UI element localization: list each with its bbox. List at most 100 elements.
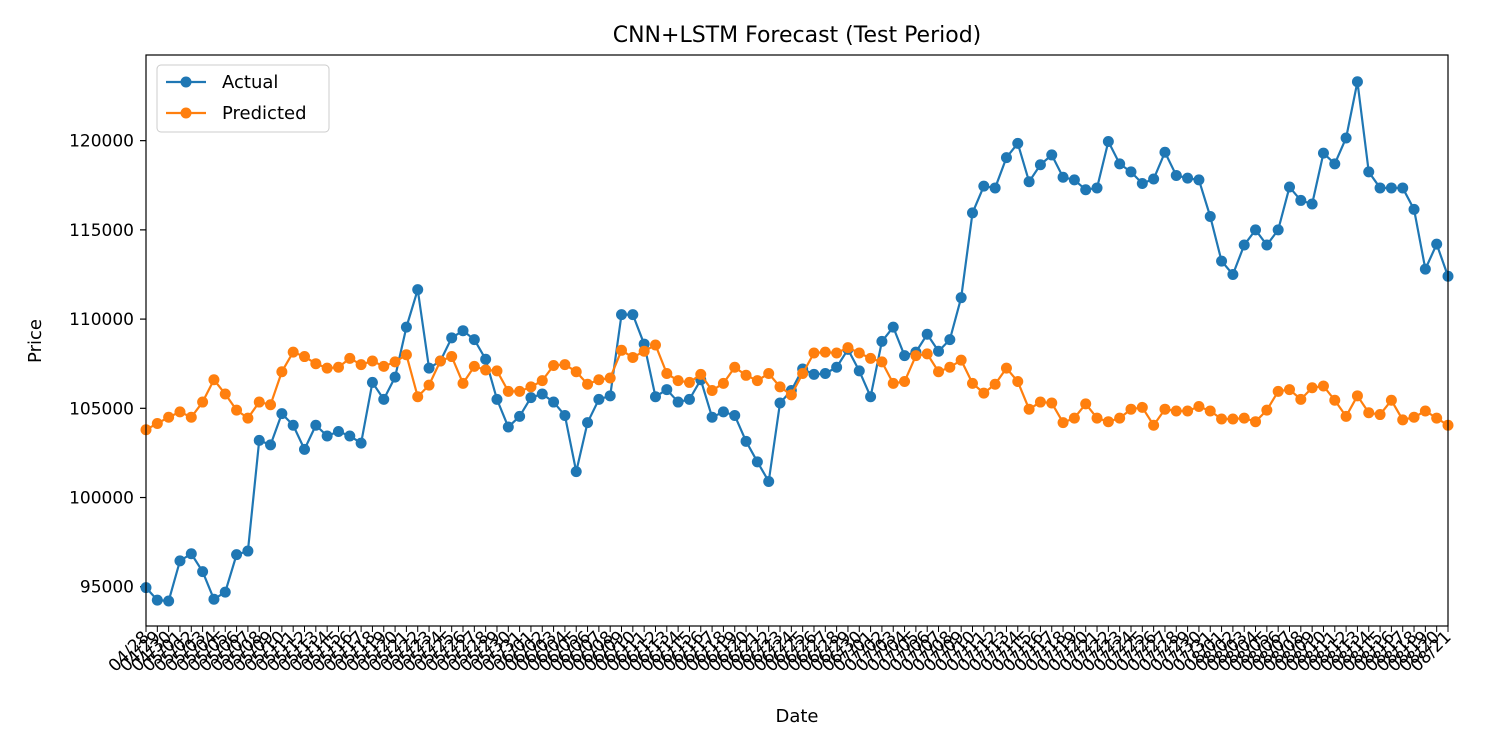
point-actual [1284,181,1295,193]
point-actual [1351,76,1363,88]
point-actual [514,410,526,422]
point-actual [978,180,990,192]
point-predicted [1419,405,1431,417]
point-actual [966,207,978,219]
point-actual [1170,169,1182,181]
point-actual [332,426,344,437]
point-predicted [1114,412,1126,424]
point-predicted [865,352,877,364]
point-actual [548,396,560,408]
point-actual [1102,136,1114,148]
point-predicted [434,355,446,367]
point-actual [1250,224,1262,236]
point-actual [706,411,718,423]
point-predicted [1272,385,1284,397]
legend: Actual Predicted [156,64,330,133]
point-predicted [989,378,1001,390]
point-predicted [242,412,254,424]
point-actual [876,335,888,347]
point-predicted [808,347,820,359]
point-predicted [548,359,560,371]
point-actual [1159,146,1171,158]
point-predicted [1102,416,1114,428]
point-actual [265,439,277,451]
point-actual [253,434,265,446]
point-actual [1374,182,1386,194]
point-predicted [423,379,435,391]
point-predicted [389,356,401,368]
point-predicted [1385,394,1397,406]
point-predicted [366,355,378,367]
point-predicted [1340,410,1352,422]
point-predicted [593,374,605,386]
point-actual [1216,255,1228,267]
point-predicted [174,406,186,418]
point-actual [468,334,480,346]
point-predicted [1216,413,1228,425]
point-actual [151,594,163,606]
point-actual [536,388,548,400]
point-predicted [446,351,458,363]
point-actual [570,466,582,478]
point-predicted [661,368,673,380]
point-predicted [763,368,775,380]
point-actual [1272,224,1284,236]
point-actual [989,182,1001,194]
point-predicted [525,381,537,393]
point-predicted [627,351,639,363]
point-actual [208,593,220,605]
point-actual [423,362,435,374]
point-actual [1046,149,1058,161]
point-predicted [899,376,911,388]
point-actual [219,586,231,598]
point-actual [1317,147,1329,159]
point-predicted [695,368,707,380]
point-actual [729,409,741,421]
legend-label-predicted: Predicted [222,103,307,124]
point-actual [378,393,390,405]
point-actual [276,408,288,420]
point-actual [899,350,911,362]
point-actual [944,334,956,346]
point-actual [616,309,628,321]
point-actual [1295,194,1307,206]
point-predicted [1351,390,1363,402]
point-predicted [1148,419,1160,431]
legend-label-actual: Actual [222,72,278,93]
legend-marker-predicted [180,107,192,119]
point-predicted [321,362,333,374]
point-actual [1193,174,1205,186]
point-actual [1148,173,1160,185]
point-actual [808,368,820,380]
point-predicted [1136,401,1148,413]
point-predicted [1374,409,1386,421]
point-predicted [944,361,956,373]
y-tick-label: 95000 [80,578,134,598]
point-actual [751,456,763,468]
point-actual [1204,210,1216,222]
point-predicted [1080,398,1092,410]
chart-title: CNN+LSTM Forecast (Test Period) [613,23,982,48]
point-predicted [163,411,175,423]
point-predicted [1317,380,1329,392]
plot-area [146,55,1448,626]
point-predicted [287,346,299,358]
point-predicted [468,360,480,372]
point-predicted [1250,416,1262,428]
point-actual [649,391,661,403]
point-actual [1091,182,1103,194]
point-predicted [378,360,390,372]
point-predicted [1125,403,1137,415]
y-tick-label: 115000 [69,221,134,241]
point-predicted [355,359,367,371]
point-actual [1182,172,1194,184]
point-actual [480,353,492,365]
point-predicted [1046,397,1058,409]
point-actual [582,417,594,429]
point-actual [763,475,775,487]
point-actual [366,376,378,388]
point-predicted [299,351,310,363]
point-actual [1080,184,1092,196]
point-predicted [649,339,661,351]
point-actual [933,345,945,357]
